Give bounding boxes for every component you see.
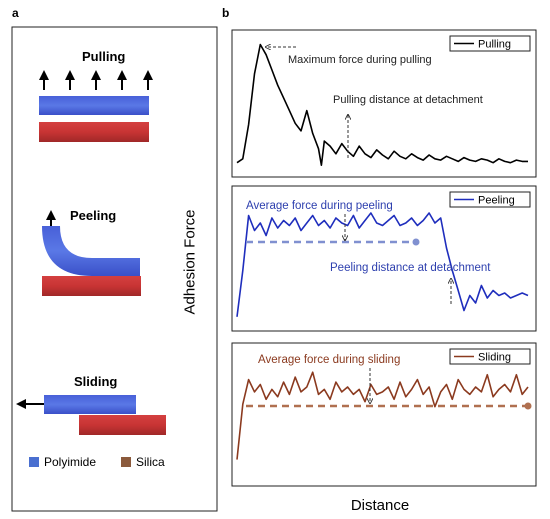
annotation-avg-sliding: Average force during sliding [258, 354, 400, 366]
pulling-series-line [236, 43, 528, 166]
annotation-pull-detach: Pulling distance at detachment [333, 94, 483, 106]
legend-polyimide-swatch [29, 457, 39, 467]
sliding-series-line [236, 371, 529, 460]
panel-a-frame [11, 26, 218, 512]
pulling-legend-box [449, 35, 531, 52]
pulling-silica-layer [39, 122, 149, 142]
panel-a-diagram [11, 26, 218, 512]
peeling-legend-label: Peeling [478, 195, 515, 207]
peeling-silica-layer [42, 276, 141, 296]
peeling-legend-box [449, 191, 531, 208]
sliding-silica-layer [79, 415, 166, 435]
sliding-legend-box [449, 348, 531, 365]
peeling-polyimide-layer [42, 226, 140, 276]
sliding-polyimide-layer [44, 395, 136, 414]
peeling-chart-frame [231, 185, 537, 332]
pulling-legend-label: Pulling [478, 39, 511, 51]
sliding-average-endpoint [524, 402, 532, 410]
pulling-chart-frame [231, 29, 537, 178]
pulling-polyimide-layer [39, 96, 149, 115]
legend-silica-label: Silica [136, 455, 165, 469]
annotation-max-force: Maximum force during pulling [288, 54, 432, 66]
annotation-avg-peeling: Average force during peeling [246, 200, 393, 212]
legend-polyimide-label: Polyimide [44, 455, 97, 469]
pulling-arrows [39, 70, 153, 90]
sliding-legend-label: Sliding [478, 352, 511, 364]
panel-a-letter: a [12, 6, 19, 20]
pulling-label: Pulling [82, 49, 126, 64]
legend-silica-swatch [121, 457, 131, 467]
x-axis-label: Distance [350, 497, 410, 514]
sliding-chart-frame [231, 342, 537, 487]
peeling-label: Peeling [70, 208, 117, 223]
panel-b-letter: b [222, 6, 230, 20]
peeling-average-endpoint [412, 238, 420, 246]
annotation-peel-detach: Peeling distance at detachment [330, 262, 491, 274]
sliding-label: Sliding [74, 374, 118, 389]
peeling-series-line [236, 212, 529, 317]
